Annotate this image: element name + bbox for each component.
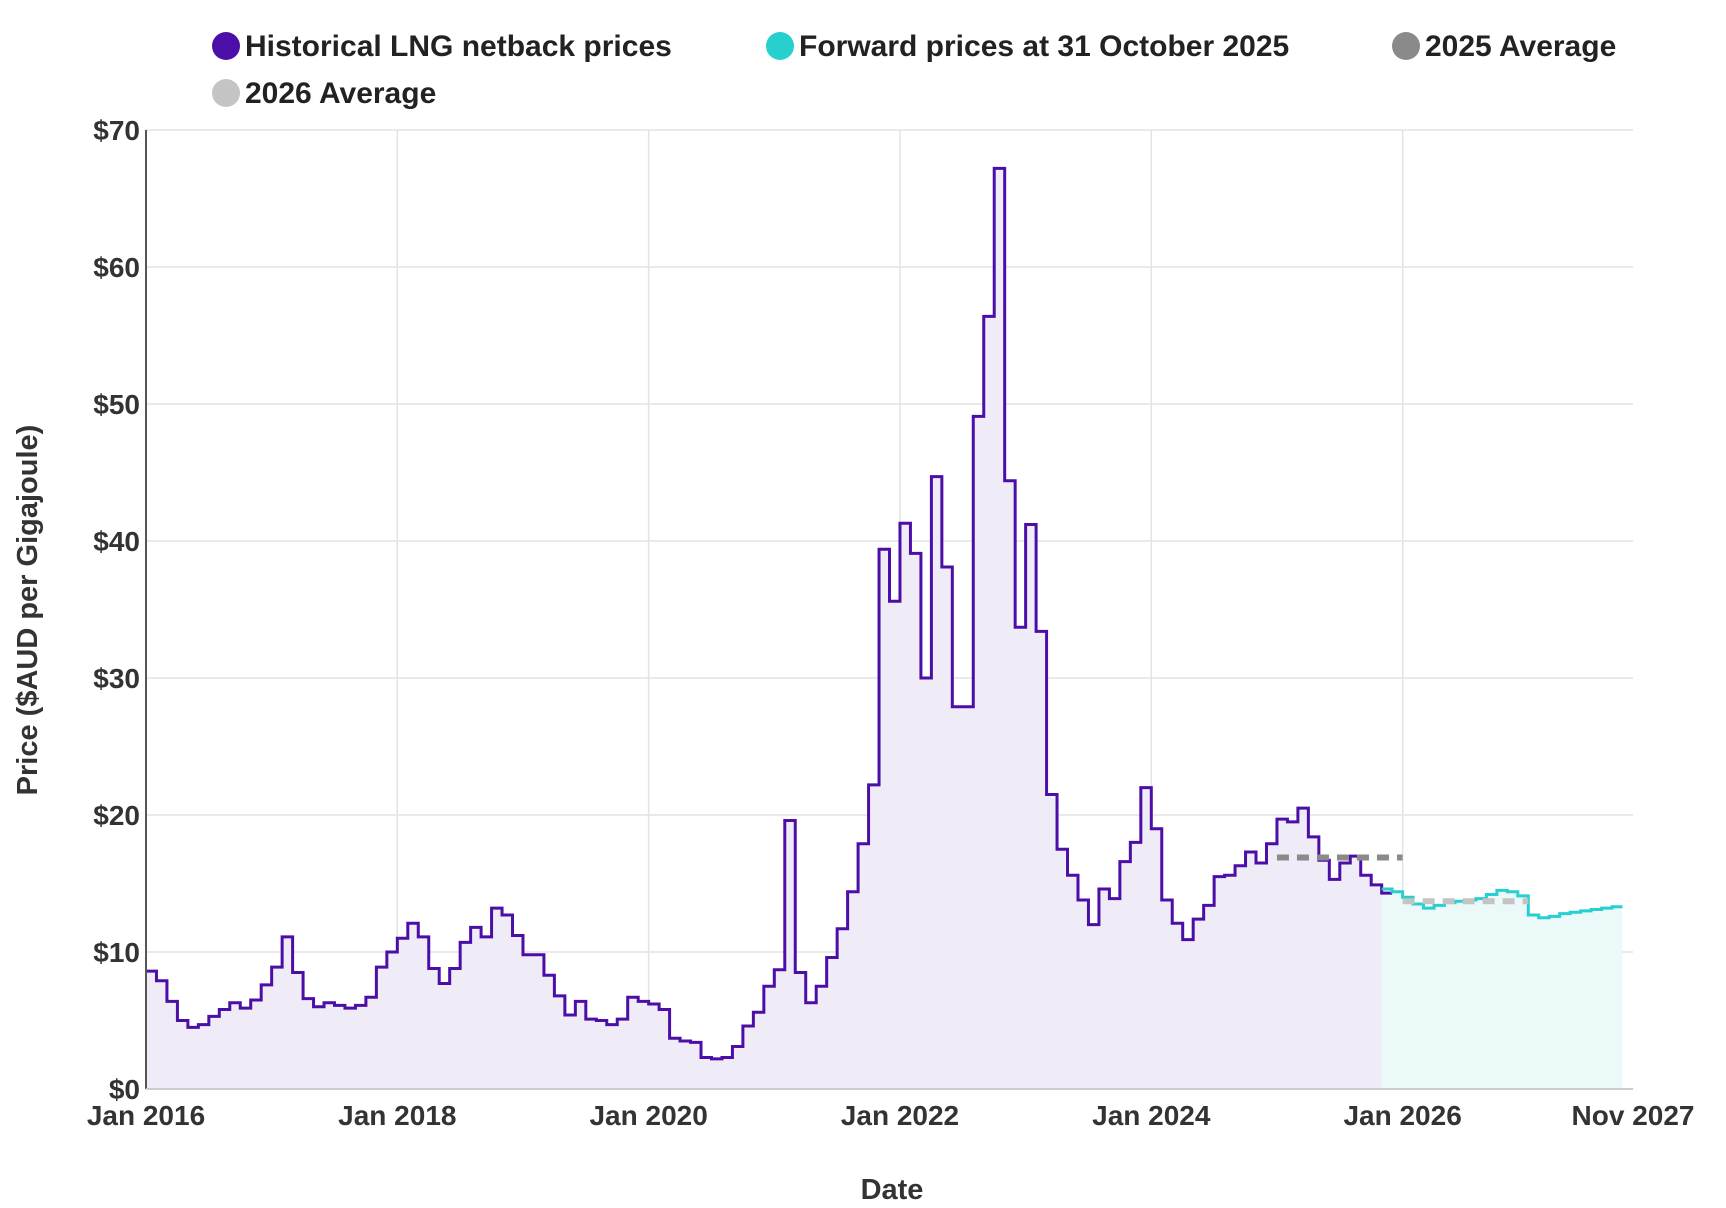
x-tick-label: Jan 2020 <box>589 1100 707 1131</box>
series-area-1 <box>1381 888 1623 1089</box>
x-tick-label: Nov 2027 <box>1572 1100 1695 1131</box>
axes <box>145 130 1633 1090</box>
y-axis-title: Price ($AUD per Gigajoule) <box>12 425 44 796</box>
legend-item-2026-average[interactable]: 2026 Average <box>212 77 436 110</box>
legend-2026-average-marker <box>212 79 240 107</box>
series-areas <box>146 168 1623 1090</box>
series-lines <box>146 166 1623 1061</box>
legend-2025-average-marker <box>1392 32 1420 60</box>
series-area-0 <box>146 168 1393 1090</box>
legend-item-historical[interactable]: Historical LNG netback prices <box>212 30 672 63</box>
y-tick-label: $30 <box>93 663 140 694</box>
legend-item-forward[interactable]: Forward prices at 31 October 2025 <box>766 30 1289 63</box>
x-tick-label: Jan 2026 <box>1343 1100 1461 1131</box>
y-tick-label: $0 <box>109 1074 140 1105</box>
x-tick-label: Jan 2016 <box>87 1100 205 1131</box>
y-tick-label: $40 <box>93 526 140 557</box>
x-tick-label: Jan 2024 <box>1092 1100 1211 1131</box>
x-tick-label: Jan 2018 <box>338 1100 456 1131</box>
y-tick-label: $20 <box>93 800 140 831</box>
historical-price-line <box>146 166 1393 1061</box>
legend-2026-average-label: 2026 Average <box>245 77 436 110</box>
legend-item-2025-average[interactable]: 2025 Average <box>1392 30 1616 63</box>
forward-price-line <box>1381 887 1623 920</box>
y-tick-label: $50 <box>93 389 140 420</box>
x-axis-title: Date <box>861 1174 924 1206</box>
legend-forward-label: Forward prices at 31 October 2025 <box>799 30 1289 63</box>
legend-historical-marker <box>212 32 240 60</box>
legend-forward-marker <box>766 32 794 60</box>
legend-historical-label: Historical LNG netback prices <box>245 30 672 63</box>
legend: Historical LNG netback prices Forward pr… <box>212 30 1616 110</box>
y-tick-label: $60 <box>93 252 140 283</box>
legend-2025-average-label: 2025 Average <box>1425 30 1616 63</box>
tick-labels: $0 $10 $20 $30 $40 $50 $60 $70 Jan 2016 Jan 2018 J… <box>87 115 1695 1131</box>
x-tick-label: Jan 2022 <box>841 1100 959 1131</box>
y-tick-label: $70 <box>93 115 140 146</box>
y-tick-label: $10 <box>93 937 140 968</box>
